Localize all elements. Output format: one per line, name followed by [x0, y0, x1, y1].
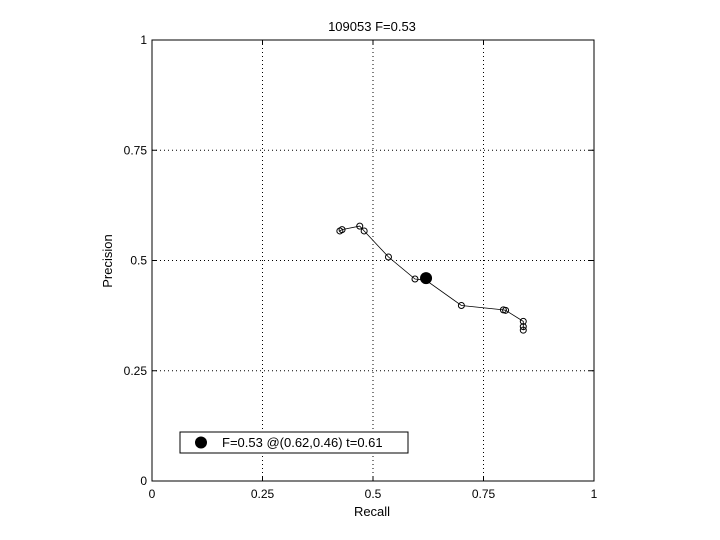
series: [336, 222, 527, 334]
ticks: 0 0.25 0.5 0.75 1 0 0.25 0.5 0.75 1: [124, 33, 598, 501]
data-point: [411, 275, 419, 283]
data-point: [338, 226, 346, 234]
y-tick-label: 0: [140, 474, 147, 488]
data-point: [360, 227, 368, 235]
grid: [152, 40, 594, 481]
data-point: [519, 317, 527, 325]
legend-box: [179, 431, 409, 454]
data-point: [519, 323, 527, 331]
chart-title: 109053 F=0.53: [328, 19, 416, 34]
legend-marker: [195, 436, 207, 449]
legend-text: F=0.53 @(0.62,0.46) t=0.61: [222, 435, 383, 450]
x-tick-label: 0.5: [365, 487, 382, 501]
best-f-point: [420, 272, 433, 285]
y-tick-label: 0.25: [124, 364, 148, 378]
x-tick-label: 0.25: [251, 487, 275, 501]
data-point: [384, 253, 392, 261]
data-point: [356, 222, 364, 230]
x-tick-label: 0: [149, 487, 156, 501]
y-axis-label: Precision: [100, 234, 115, 287]
x-axis-label: Recall: [354, 504, 390, 519]
y-tick-label: 0.75: [124, 143, 148, 157]
data-point: [457, 301, 465, 309]
data-point: [519, 326, 527, 334]
x-tick-label: 1: [591, 487, 598, 501]
y-tick-label: 1: [140, 33, 147, 47]
x-tick-label: 0.75: [472, 487, 496, 501]
legend: F=0.53 @(0.62,0.46) t=0.61: [179, 431, 409, 454]
y-tick-label: 0.5: [130, 254, 147, 268]
data-point: [502, 306, 510, 314]
